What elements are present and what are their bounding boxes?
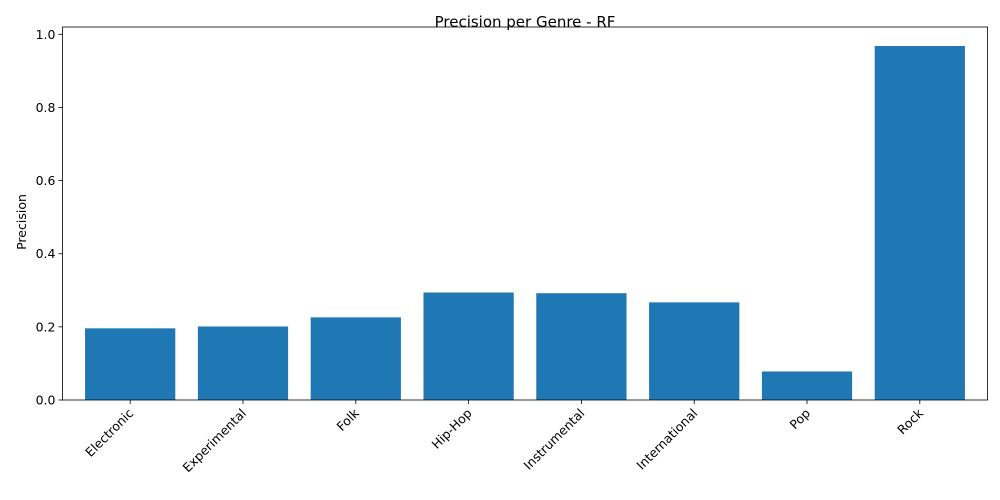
bar-instrumental (536, 293, 627, 400)
y-tick-label: 0.4 (36, 246, 56, 261)
bar-rock (874, 46, 965, 401)
y-tick-label: 0.6 (36, 173, 56, 188)
plot-frame (62, 26, 988, 401)
y-tick-label: 0.2 (36, 319, 56, 334)
x-tick-label: Instrumental (520, 406, 587, 473)
x-tick-label: International (633, 406, 700, 473)
chart-title: Precision per Genre - RF (435, 13, 616, 31)
bar-hip-hop (423, 292, 514, 400)
x-tick-label: Folk (334, 405, 363, 434)
bar-electronic (85, 328, 176, 400)
bar-folk (310, 317, 401, 400)
y-axis-title: Precision (14, 194, 29, 250)
bar-international (649, 302, 740, 400)
x-tick-label: Rock (894, 405, 926, 437)
x-tick-label: Electronic (82, 405, 136, 459)
x-tick-label: Pop (786, 405, 813, 432)
bar-experimental (197, 326, 289, 400)
bar-pop (761, 371, 853, 400)
y-tick-label: 0.0 (36, 393, 56, 408)
y-tick-label: 0.8 (36, 100, 56, 115)
plot-area: Electronic Experimental Folk Hip-Hop Instrum… (36, 27, 965, 475)
y-tick-label: 1.0 (36, 27, 56, 42)
x-tick-label: Hip-Hop (429, 405, 475, 451)
x-tick-label: Experimental (180, 406, 250, 476)
